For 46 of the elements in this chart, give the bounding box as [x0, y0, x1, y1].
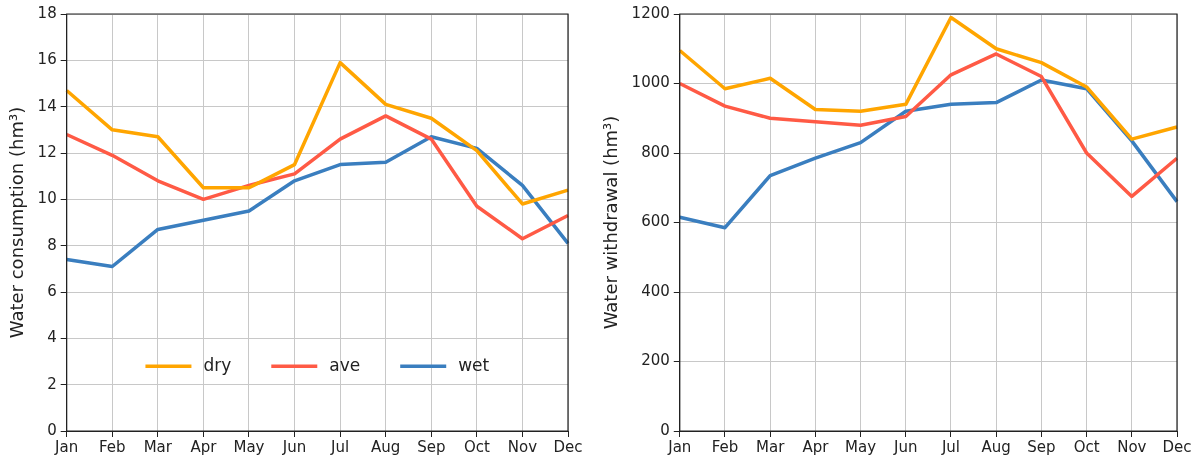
- y-tick-label: 800: [641, 142, 670, 161]
- y-tick-label: 14: [37, 96, 57, 115]
- x-tick-label: Nov: [507, 437, 538, 456]
- x-tick-label: Nov: [1117, 437, 1147, 456]
- x-tick-label: Sep: [417, 437, 446, 456]
- y-tick-label: 10: [37, 189, 57, 208]
- x-tick-label: Feb: [711, 437, 739, 456]
- y-axis-title: Water withdrawal (hm³): [600, 115, 622, 330]
- x-tick-label: Jun: [281, 437, 307, 456]
- x-tick-label: Jan: [667, 437, 692, 456]
- x-tick-label: Dec: [553, 437, 583, 456]
- y-tick-label: 0: [47, 420, 57, 439]
- y-tick-label: 8: [47, 235, 57, 254]
- x-tick-label: Apr: [802, 437, 830, 456]
- y-tick-label: 4: [47, 328, 57, 347]
- y-tick-label: 200: [641, 351, 670, 370]
- y-tick-label: 2: [47, 374, 57, 393]
- x-tick-label: Feb: [98, 437, 126, 456]
- y-tick-label: 0: [660, 420, 670, 439]
- x-tick-label: Oct: [1073, 437, 1100, 456]
- x-tick-label: Aug: [371, 437, 401, 456]
- x-tick-label: Aug: [981, 437, 1011, 456]
- x-tick-label: Oct: [463, 437, 490, 456]
- x-tick-label: Jul: [940, 437, 961, 456]
- x-tick-label: Dec: [1162, 437, 1192, 456]
- legend-label: wet: [458, 354, 490, 375]
- x-tick-label: Sep: [1027, 437, 1056, 456]
- y-tick-label: 1000: [631, 73, 670, 92]
- y-tick-label: 600: [641, 212, 670, 231]
- x-tick-label: Jan: [54, 437, 79, 456]
- y-tick-label: 400: [641, 281, 670, 300]
- x-tick-label: May: [845, 437, 877, 456]
- x-tick-label: May: [233, 437, 265, 456]
- y-tick-label: 18: [37, 3, 57, 22]
- x-tick-label: Mar: [143, 437, 173, 456]
- y-tick-label: 1200: [631, 3, 670, 22]
- x-tick-label: Jun: [893, 437, 918, 456]
- x-tick-label: Mar: [756, 437, 786, 456]
- legend-label: dry: [203, 354, 232, 375]
- y-tick-label: 16: [37, 50, 57, 69]
- y-axis-title: Water consumption (hm³): [6, 106, 28, 339]
- y-tick-label: 12: [37, 142, 57, 161]
- x-tick-label: Apr: [190, 437, 218, 456]
- y-tick-label: 6: [47, 281, 57, 300]
- x-tick-label: Jul: [330, 437, 350, 456]
- legend-label: ave: [329, 354, 361, 375]
